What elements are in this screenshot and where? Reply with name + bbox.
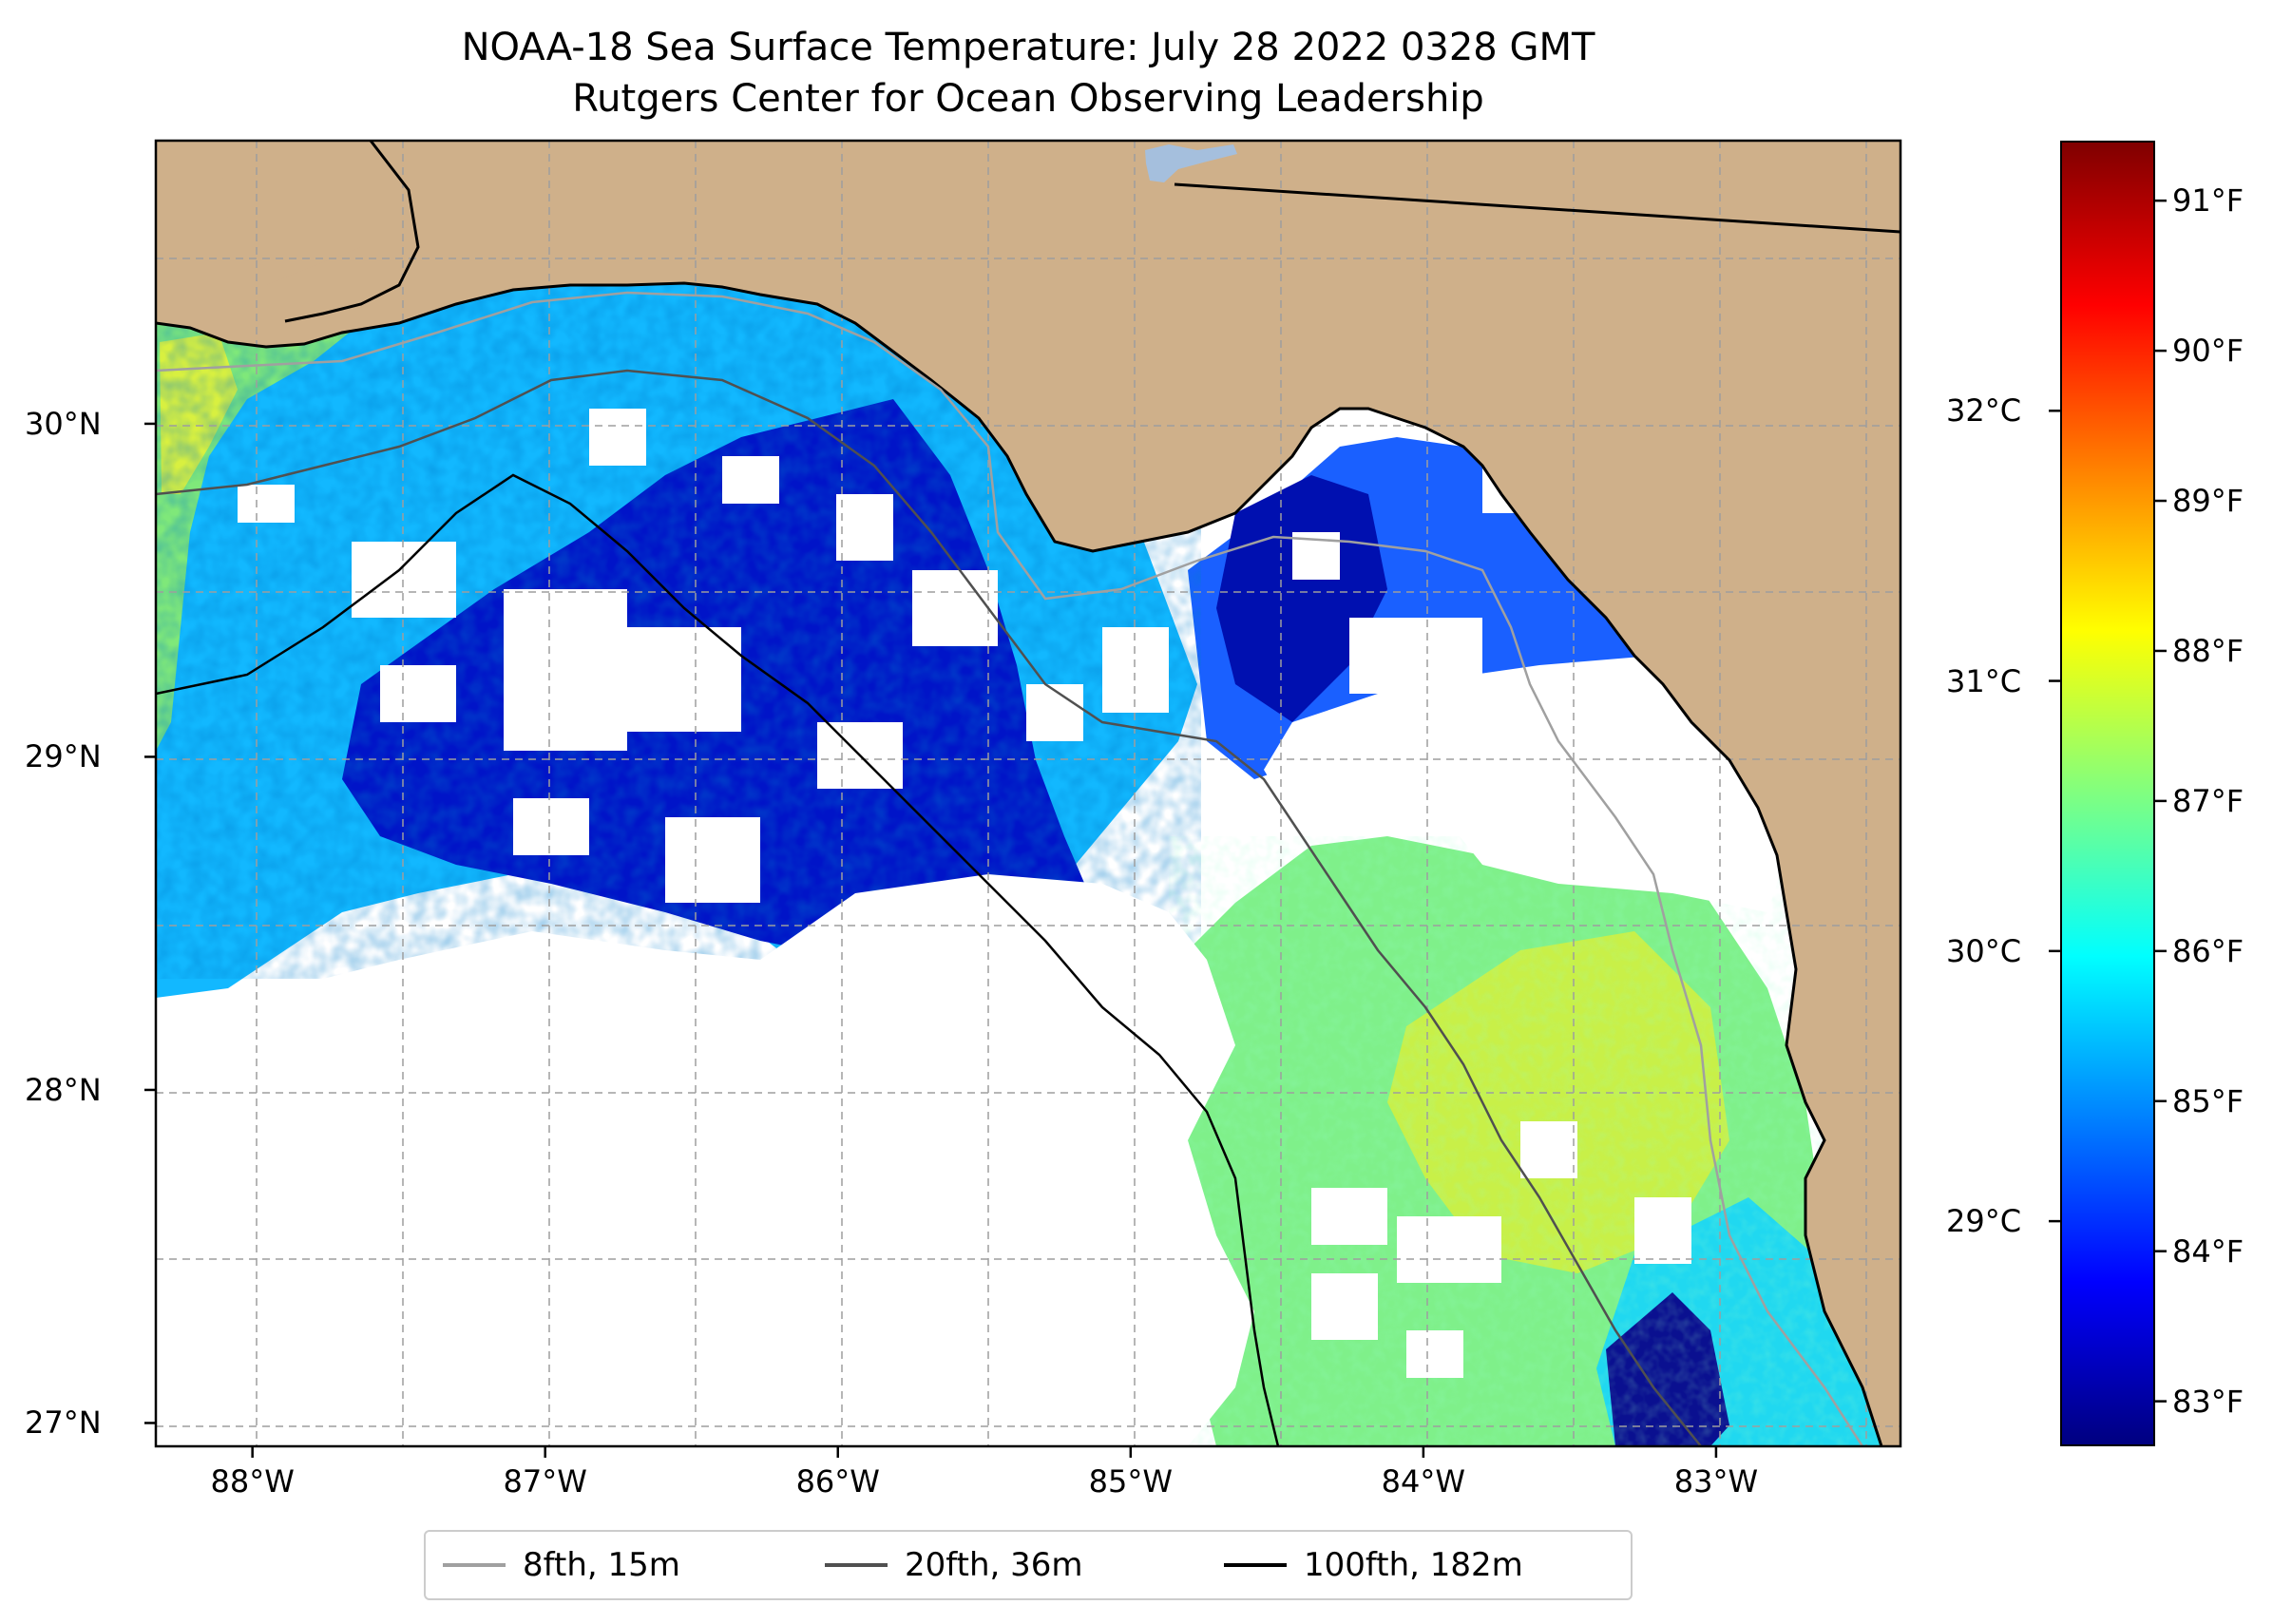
coastline-alabama	[284, 141, 420, 323]
x-tick-label: 87°W	[503, 1463, 587, 1500]
colorbar-f-label: 90°F	[2172, 333, 2244, 370]
colorbar-c-label: 29°C	[1946, 1203, 2022, 1240]
colorbar-c-label: 32°C	[1946, 392, 2022, 430]
land-north	[156, 141, 1900, 1446]
chart-title: NOAA-18 Sea Surface Temperature: July 28…	[461, 26, 1595, 69]
colorbar-f-label: 89°F	[2172, 483, 2244, 520]
y-tick-label: 28°N	[25, 1071, 102, 1108]
y-tick-label: 30°N	[25, 405, 102, 442]
isobath-legend: 8fth, 15m 20fth, 36m 100fth, 182m	[424, 1530, 1633, 1600]
colorbar-c-label: 30°C	[1946, 932, 2022, 969]
colorbar-f-label: 87°F	[2172, 782, 2244, 819]
legend-item-20fth: 20fth, 36m	[825, 1532, 1083, 1598]
legend-item-8fth: 8fth, 15m	[443, 1532, 680, 1598]
legend-swatch-20fth	[825, 1563, 888, 1567]
colorbar-f-label: 85°F	[2172, 1082, 2244, 1119]
x-tick-label: 85°W	[1088, 1463, 1173, 1500]
colorbar-f-label: 88°F	[2172, 632, 2244, 669]
state-border	[1174, 182, 1900, 234]
x-tick-label: 86°W	[795, 1463, 880, 1500]
legend-label-8fth: 8fth, 15m	[523, 1546, 680, 1584]
isobath-20fth	[156, 369, 1702, 1446]
y-tick-label: 27°N	[25, 1404, 102, 1442]
cloud-mask	[156, 409, 1786, 1446]
sst-region-bigbend-dark	[1216, 475, 1387, 722]
colorbar	[2060, 141, 2155, 1446]
chart-subtitle: Rutgers Center for Ocean Observing Leade…	[572, 77, 1484, 121]
legend-item-100fth: 100fth, 182m	[1224, 1532, 1523, 1598]
legend-swatch-100fth	[1224, 1563, 1287, 1567]
land-alabama-tip	[209, 141, 418, 295]
isobath-100fth	[156, 473, 1280, 1446]
colorbar-c-label: 31°C	[1946, 662, 2022, 699]
y-tick-label: 29°N	[25, 738, 102, 775]
legend-swatch-8fth	[443, 1563, 506, 1567]
lake	[1145, 144, 1237, 182]
x-tick-label: 83°W	[1673, 1463, 1759, 1500]
coastline	[156, 281, 1883, 1446]
x-tick-label: 84°W	[1381, 1463, 1466, 1500]
x-tick-label: 88°W	[210, 1463, 295, 1500]
colorbar-f-label: 86°F	[2172, 932, 2244, 969]
colorbar-f-label: 84°F	[2172, 1232, 2244, 1270]
colorbar-f-label: 83°F	[2172, 1383, 2244, 1420]
map-frame	[154, 139, 1902, 1448]
isobath-8fth	[156, 291, 1864, 1446]
colorbar-f-label: 91°F	[2172, 182, 2244, 220]
legend-label-20fth: 20fth, 36m	[905, 1546, 1083, 1584]
gridlines	[156, 141, 1900, 1446]
legend-label-100fth: 100fth, 182m	[1304, 1546, 1523, 1584]
